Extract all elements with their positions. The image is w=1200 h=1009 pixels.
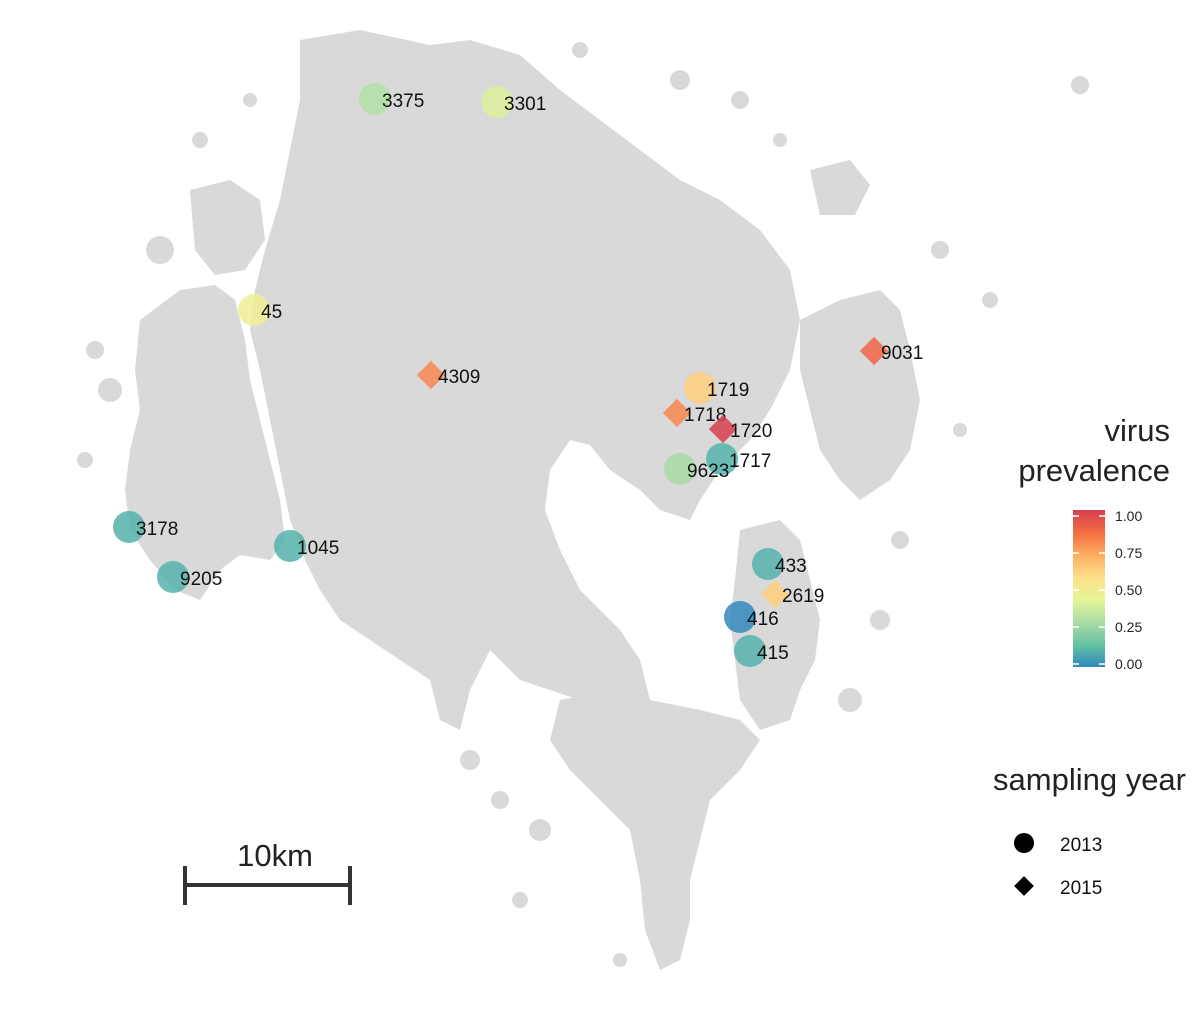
site-marker-1717 [706, 443, 738, 475]
colorbar-tick-label: 0.25 [1115, 619, 1142, 635]
site-marker-1719 [684, 372, 716, 404]
site-marker-415 [734, 635, 766, 667]
site-label-433: 433 [775, 556, 807, 577]
site-marker-9205 [157, 561, 189, 593]
legend-circle-icon [1014, 833, 1034, 853]
south-peninsula [550, 690, 760, 970]
northwest-island [190, 180, 265, 275]
colorbar-tick-label: 1.00 [1115, 508, 1142, 524]
site-marker-1045 [274, 530, 306, 562]
site-marker-3301 [481, 86, 513, 118]
site-marker-45 [238, 294, 270, 326]
site-marker-9031 [859, 336, 889, 366]
legend-diamond-icon [1014, 876, 1034, 896]
colorbar-ticks: 1.00 0.75 0.50 0.25 0.00 [1073, 508, 1142, 672]
prevalence-colorbar [1073, 510, 1105, 667]
prevalence-legend-title-line2: prevalence [1018, 453, 1170, 488]
site-label-416: 416 [747, 609, 779, 630]
west-peninsula [125, 285, 285, 600]
site-marker-2619 [760, 579, 790, 609]
site-marker-3178 [113, 511, 145, 543]
scale-bar-label: 10km [237, 838, 313, 873]
site-label-9031: 9031 [881, 343, 923, 364]
site-label-9205: 9205 [180, 569, 222, 590]
site-label-45: 45 [261, 302, 282, 323]
site-marker-9623 [664, 453, 696, 485]
prevalence-legend-title-line1: virus [1105, 413, 1170, 448]
site-marker-4309 [416, 360, 446, 390]
site-label-3178: 3178 [136, 519, 178, 540]
site-label-1045: 1045 [297, 538, 339, 559]
east-island [800, 290, 920, 500]
site-label-415: 415 [757, 643, 789, 664]
site-marker-3375 [359, 83, 391, 115]
year-legend: sampling year 2013 2015 [993, 762, 1186, 899]
east-islet [810, 160, 870, 215]
site-label-1720: 1720 [730, 421, 772, 442]
legend-year-2013: 2013 [1060, 835, 1102, 856]
site-label-3301: 3301 [504, 94, 546, 115]
site-marker-1720 [708, 414, 738, 444]
prevalence-legend: virus prevalence 1.00 0.75 0.50 0.25 0.00 [1018, 413, 1170, 672]
land-masses [77, 30, 1089, 970]
site-label-1719: 1719 [707, 380, 749, 401]
site-label-4309: 4309 [438, 367, 480, 388]
colorbar-tick-label: 0.75 [1115, 545, 1142, 561]
site-label-9623: 9623 [687, 461, 729, 482]
legend-year-2015: 2015 [1060, 878, 1102, 899]
site-marker-433 [752, 548, 784, 580]
site-label-3375: 3375 [382, 91, 424, 112]
southeast-island [730, 520, 820, 730]
colorbar-tick-label: 0.00 [1115, 656, 1142, 672]
colorbar-tick-label: 0.50 [1115, 582, 1142, 598]
year-legend-title: sampling year [993, 762, 1186, 797]
site-label-1718: 1718 [684, 405, 726, 426]
main-island [250, 30, 800, 730]
site-marker-1718 [662, 398, 692, 428]
site-marker-416 [724, 601, 756, 633]
site-label-1717: 1717 [729, 451, 771, 472]
scale-bar: 10km [183, 838, 352, 905]
site-label-2619: 2619 [782, 586, 824, 607]
